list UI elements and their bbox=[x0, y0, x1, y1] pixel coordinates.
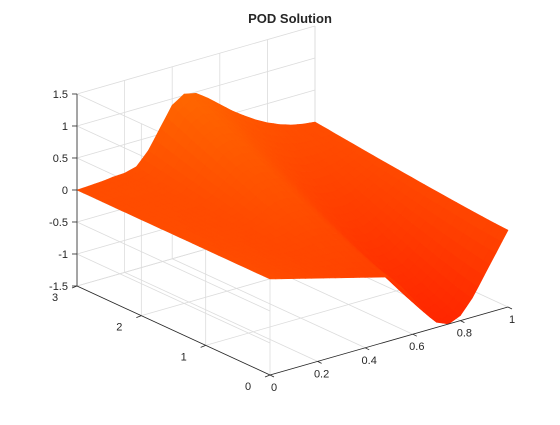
x-tick-mark bbox=[460, 320, 465, 323]
x-tick-mark bbox=[365, 347, 370, 351]
x-tick-mark bbox=[412, 333, 417, 337]
surface-facet bbox=[495, 226, 509, 242]
y-tick-label: 2 bbox=[116, 322, 122, 334]
z-tick-label: -0.5 bbox=[49, 217, 68, 229]
z-tick-label: 1.5 bbox=[53, 89, 68, 101]
x-tick-label: 0 bbox=[271, 382, 277, 394]
x-tick-mark bbox=[507, 306, 513, 310]
y-tick-mark bbox=[200, 344, 206, 348]
left-wall-gridline bbox=[76, 221, 271, 312]
back-wall-gridline bbox=[76, 25, 316, 95]
y-tick-label: 3 bbox=[52, 292, 58, 304]
left-wall-gridline bbox=[76, 253, 271, 344]
tick-labels: 0 0.2 0.4 0.6 0.8 1 0 1 2 3-1.5 -1 -0.5 0 0.5 1 1.5 bbox=[49, 89, 515, 394]
z-tick-label: 0.5 bbox=[53, 153, 68, 165]
surface-layer bbox=[76, 93, 509, 325]
z-tick-label: -1.5 bbox=[49, 281, 68, 293]
y-tick-mark bbox=[136, 315, 142, 319]
x-tick-label: 0.2 bbox=[314, 368, 329, 380]
x-tick-label: 0.4 bbox=[362, 355, 377, 367]
x-tick-label: 0.6 bbox=[409, 341, 424, 353]
y-axis-line bbox=[76, 285, 271, 376]
z-tick-label: 1 bbox=[62, 121, 68, 133]
x-tick-label: 1 bbox=[509, 314, 515, 326]
z-tick-label: 0 bbox=[62, 185, 68, 197]
back-wall-gridline bbox=[76, 57, 316, 127]
z-tick-label: -1 bbox=[58, 249, 68, 261]
x-tick-mark bbox=[317, 361, 322, 364]
y-tick-label: 1 bbox=[181, 351, 187, 363]
x-tick-mark bbox=[269, 374, 275, 378]
axis-layer bbox=[71, 93, 513, 378]
chart-title: POD Solution bbox=[248, 11, 332, 26]
y-tick-mark bbox=[264, 374, 271, 378]
y-tick-label: 0 bbox=[245, 381, 251, 393]
floor-gridline bbox=[124, 272, 318, 362]
floor-gridline bbox=[172, 258, 366, 349]
x-axis-line bbox=[269, 306, 509, 376]
x-tick-label: 0.8 bbox=[457, 328, 472, 340]
